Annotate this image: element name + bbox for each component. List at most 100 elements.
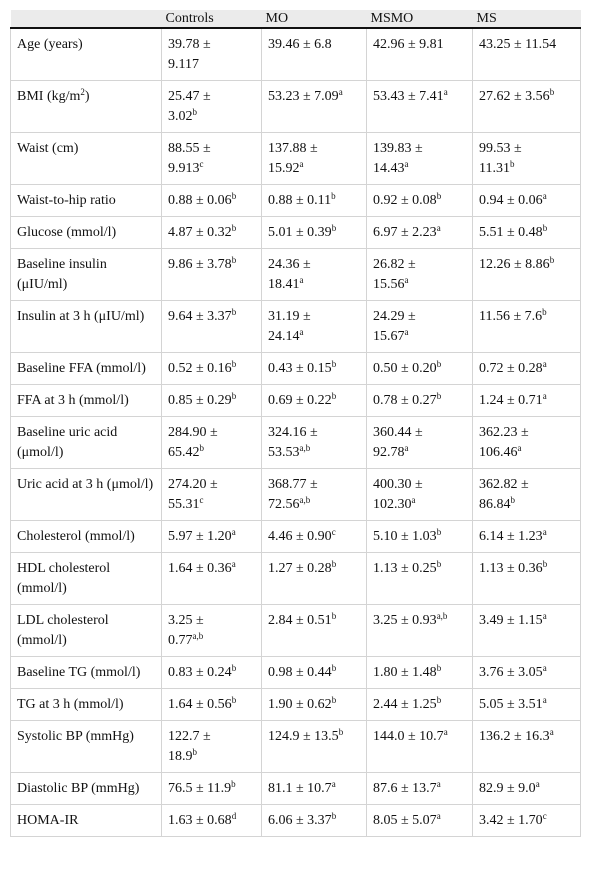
value-cell: 1.24 ± 0.71a [472, 384, 581, 417]
significance-mark: b [331, 811, 337, 821]
label-text: Glucose (mmol/l) [17, 225, 117, 240]
results-table: Controls MO MSMO MS Age (years) 39.78 ± 9.11… [10, 10, 581, 837]
header-cell [10, 10, 162, 29]
value-cell: 11.56 ± 7.6b [472, 300, 581, 353]
value-cell: 0.88 ± 0.06b [161, 184, 262, 217]
row-label: Baseline insulin (μIU/ml) [10, 248, 162, 301]
row-label: Baseline uric acid (μmol/l) [10, 416, 162, 469]
value-cell: 368.77 ± 72.56a,b [261, 468, 367, 521]
row-label: Baseline FFA (mmol/l) [10, 352, 162, 385]
significance-mark: b [231, 255, 237, 265]
value-text: 0.43 ± 0.15 [268, 361, 332, 376]
value-text: 368.77 ± 72.56 [268, 477, 318, 512]
value-text: 2.84 ± 0.51 [268, 613, 332, 628]
significance-mark: a [436, 779, 441, 789]
label-text: FFA at 3 h (mmol/l) [17, 393, 129, 408]
value-text: 0.69 ± 0.22 [268, 393, 332, 408]
value-text: 0.88 ± 0.06 [168, 193, 232, 208]
significance-mark: c [542, 811, 547, 821]
value-cell: 1.64 ± 0.56b [161, 688, 262, 721]
label-text: Age (years) [17, 37, 83, 52]
row-label: FFA at 3 h (mmol/l) [10, 384, 162, 417]
row-label: Waist-to-hip ratio [10, 184, 162, 217]
value-text: 3.76 ± 3.05 [479, 665, 543, 680]
value-text: 39.78 ± 9.117 [168, 37, 211, 72]
significance-mark: a [299, 327, 304, 337]
value-cell: 274.20 ± 55.31c [161, 468, 262, 521]
value-text: 5.51 ± 0.48 [479, 225, 543, 240]
value-text: 0.72 ± 0.28 [479, 361, 543, 376]
significance-mark: b [331, 695, 337, 705]
significance-mark: a [443, 727, 448, 737]
significance-mark: b [436, 663, 442, 673]
significance-mark: c [331, 527, 336, 537]
value-cell: 324.16 ± 53.53a,b [261, 416, 367, 469]
significance-mark: b [436, 695, 442, 705]
value-cell: 4.87 ± 0.32b [161, 216, 262, 249]
significance-mark: a [404, 327, 409, 337]
value-text: 4.87 ± 0.32 [168, 225, 232, 240]
table-row: Baseline TG (mmol/l) 0.83 ± 0.24b 0.98 ± 0… [10, 656, 581, 689]
value-cell: 136.2 ± 16.3a [472, 720, 581, 773]
value-cell: 2.44 ± 1.25b [366, 688, 473, 721]
table-row: Insulin at 3 h (μIU/ml) 9.64 ± 3.37b 31.19… [10, 300, 581, 353]
value-cell: 1.13 ± 0.25b [366, 552, 473, 605]
value-text: 53.23 ± 7.09 [268, 89, 339, 104]
value-cell: 0.50 ± 0.20b [366, 352, 473, 385]
value-text: 1.80 ± 1.48 [373, 665, 437, 680]
column-header: MS [472, 10, 581, 29]
table-row: TG at 3 h (mmol/l) 1.64 ± 0.56b 1.90 ± 0.6… [10, 688, 581, 721]
label-text: TG at 3 h (mmol/l) [17, 697, 124, 712]
value-text: 0.78 ± 0.27 [373, 393, 437, 408]
significance-mark: b [331, 191, 336, 201]
significance-mark: b [549, 255, 555, 265]
value-cell: 6.14 ± 1.23a [472, 520, 581, 553]
value-text: 0.88 ± 0.11 [268, 193, 332, 208]
value-cell: 2.84 ± 0.51b [261, 604, 367, 657]
significance-mark: b [436, 391, 442, 401]
value-text: 87.6 ± 13.7 [373, 781, 437, 796]
value-text: 122.7 ± 18.9 [168, 729, 211, 764]
value-cell: 144.0 ± 10.7a [366, 720, 473, 773]
row-label: Age (years) [10, 27, 162, 81]
significance-mark: b [231, 307, 237, 317]
significance-mark: b [436, 191, 442, 201]
value-cell: 3.42 ± 1.70c [472, 804, 581, 837]
column-header: Controls [161, 10, 262, 29]
table-row: Diastolic BP (mmHg) 76.5 ± 11.9b 81.1 ± 10… [10, 772, 581, 805]
label-text: Diastolic BP (mmHg) [17, 781, 140, 796]
value-cell: 0.72 ± 0.28a [472, 352, 581, 385]
value-text: 3.25 ± 0.77 [168, 613, 204, 648]
value-text: 6.14 ± 1.23 [479, 529, 543, 544]
value-text: 4.46 ± 0.90 [268, 529, 332, 544]
table-row: Systolic BP (mmHg) 122.7 ± 18.9b 124.9 ± 1… [10, 720, 581, 773]
significance-mark: a [436, 223, 441, 233]
significance-mark: a,b [299, 495, 311, 505]
value-cell: 0.52 ± 0.16b [161, 352, 262, 385]
value-cell: 25.47 ± 3.02b [161, 80, 262, 133]
value-text: 144.0 ± 10.7 [373, 729, 444, 744]
header-row: Controls MO MSMO MS [10, 10, 581, 29]
value-cell: 53.23 ± 7.09a [261, 80, 367, 133]
row-label: Systolic BP (mmHg) [10, 720, 162, 773]
value-cell: 87.6 ± 13.7a [366, 772, 473, 805]
label-text: Cholesterol (mmol/l) [17, 529, 135, 544]
value-text: 362.23 ± 106.46 [479, 425, 529, 460]
value-cell: 0.85 ± 0.29b [161, 384, 262, 417]
value-text: 6.97 ± 2.23 [373, 225, 437, 240]
value-text: 324.16 ± 53.53 [268, 425, 318, 460]
label-text: LDL cholesterol (mmol/l) [17, 613, 109, 648]
value-cell: 5.10 ± 1.03b [366, 520, 473, 553]
value-text: 11.56 ± 7.6 [479, 309, 543, 324]
row-label: HOMA-IR [10, 804, 162, 837]
value-cell: 1.27 ± 0.28b [261, 552, 367, 605]
table-row: Uric acid at 3 h (μmol/l) 274.20 ± 55.31c… [10, 468, 581, 521]
significance-mark: a [436, 811, 441, 821]
significance-mark: b [542, 559, 548, 569]
significance-mark: a [542, 611, 547, 621]
value-cell: 0.83 ± 0.24b [161, 656, 262, 689]
row-label: Waist (cm) [10, 132, 162, 185]
value-text: 9.86 ± 3.78 [168, 257, 232, 272]
value-cell: 24.36 ± 18.41a [261, 248, 367, 301]
significance-mark: b [199, 443, 205, 453]
